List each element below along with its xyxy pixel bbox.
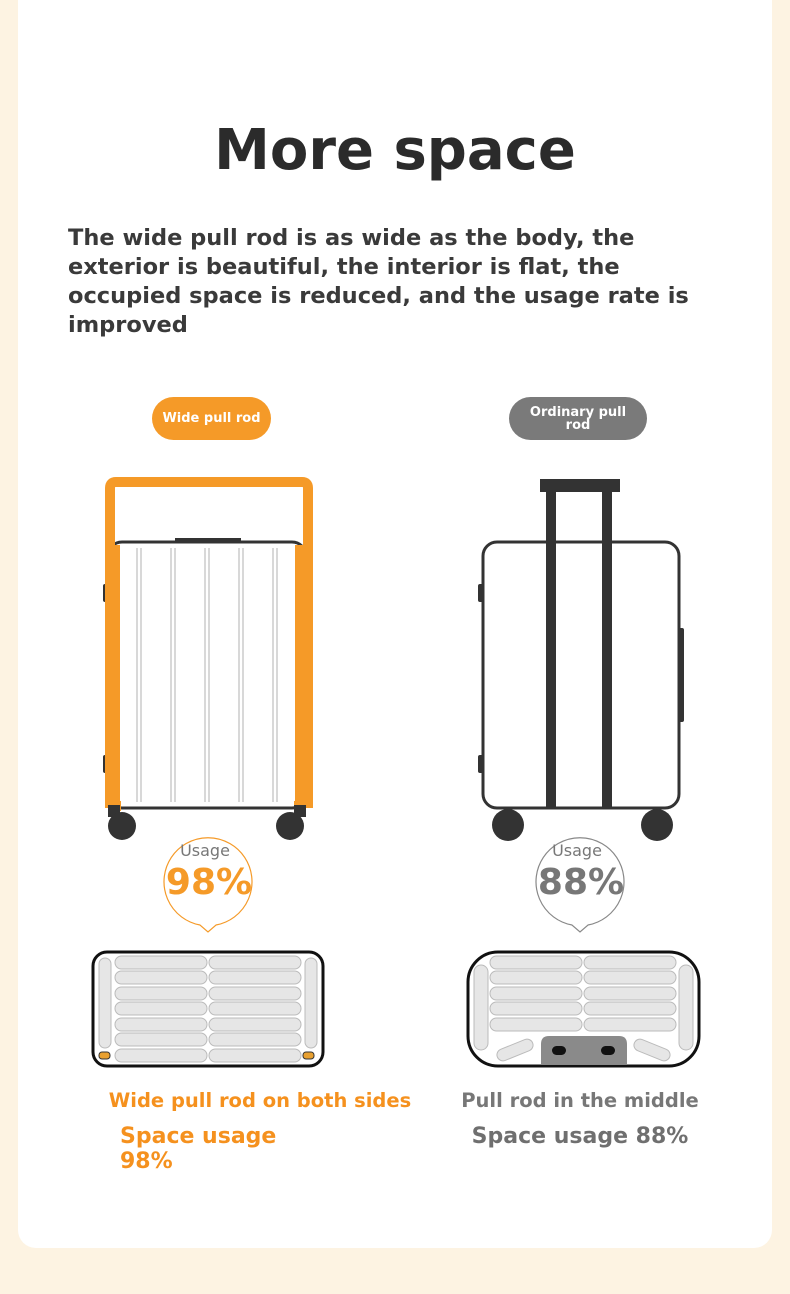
wide-rod-suitcase-icon [103, 477, 313, 840]
ordinary-rod-suitcase-icon [478, 479, 684, 841]
usage-bubble-left [163, 837, 253, 933]
usage-label-left: Usage [180, 841, 230, 860]
right-caption: Pull rod in the middle [461, 1089, 699, 1112]
ordinary-pull-rod-badge: Ordinary pull rod [509, 397, 647, 440]
right-space-usage: Space usage 88% [471, 1124, 689, 1149]
left-caption: Wide pull rod on both sides [108, 1089, 412, 1112]
usage-value-right: 88% [537, 862, 625, 903]
page-title: More space [214, 118, 576, 183]
usage-label-right: Usage [552, 841, 602, 860]
left-space-usage: Space usage 98% [120, 1124, 277, 1174]
ordinary-rod-cross-section-icon [466, 950, 701, 1068]
usage-value-left: 98% [165, 862, 253, 903]
wide-rod-cross-section-icon [91, 950, 325, 1068]
wide-pull-rod-badge: Wide pull rod [152, 397, 271, 440]
description: The wide pull rod is as wide as the body… [68, 225, 689, 338]
usage-bubble-right [535, 837, 625, 933]
